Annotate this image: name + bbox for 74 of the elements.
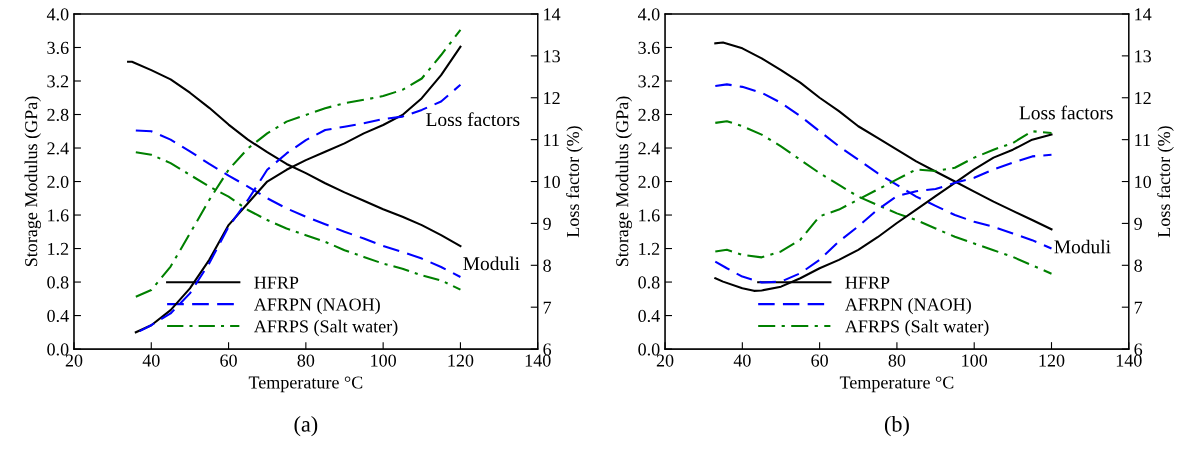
x-tick-label: 100 [962, 354, 988, 367]
y-tick-label: 2.8 [47, 108, 69, 122]
x-axis-title: Temperature °C [248, 376, 363, 393]
y2-tick-label: 11 [544, 133, 559, 146]
x-axis-title: Temperature °C [839, 376, 954, 393]
y-tick-label: 3.2 [638, 75, 660, 88]
y2-tick-label: 13 [1135, 50, 1151, 63]
y-tick-label: 4.0 [637, 8, 660, 21]
x-tick-label: 80 [888, 354, 906, 367]
y2-tick-label: 14 [544, 8, 561, 21]
y2-tick-label: 14 [1135, 8, 1152, 21]
legend-label: HFRP [254, 276, 299, 289]
x-tick-label: 20 [656, 354, 674, 367]
y2-tick-label: 7 [543, 301, 552, 314]
line-series [134, 28, 462, 298]
y-tick-label: 0.4 [47, 309, 69, 323]
x-tick-label: 140 [1116, 354, 1142, 367]
annotation: Loss factors [1019, 105, 1113, 120]
x-tick-label: 100 [371, 354, 396, 367]
y-tick-label: 2.0 [47, 175, 69, 189]
y-tick-label: 0.0 [638, 343, 660, 356]
y2-tick-label: 9 [543, 217, 551, 230]
y-axis-title: Storage Modulus (GPa) [615, 96, 633, 267]
y2-axis-title: Loss factor (%) [566, 126, 583, 238]
y2-tick-label: 8 [1134, 259, 1142, 272]
text: (b) [884, 416, 909, 437]
y2-tick-label: 10 [1135, 175, 1152, 188]
x-tick-label: 140 [525, 354, 551, 367]
x-tick-label: 40 [142, 354, 160, 367]
legend-label: AFRPS (Salt water) [845, 319, 989, 337]
y2-tick-label: 7 [1134, 301, 1143, 314]
x-tick-label: 120 [1039, 354, 1065, 367]
y-tick-label: 0.0 [47, 343, 69, 356]
y2-tick-label: 6 [543, 343, 552, 356]
y-tick-label: 2.4 [638, 142, 660, 155]
annotation: Moduli [1054, 239, 1111, 254]
legend-label: HFRP [845, 276, 890, 289]
y-tick-label: 1.6 [639, 209, 660, 222]
y-tick-label: 0.8 [638, 276, 660, 289]
x-tick-label: 40 [733, 354, 751, 367]
y2-tick-label: 6 [1134, 343, 1143, 356]
y2-tick-label: 8 [543, 259, 551, 272]
y-tick-label: 3.2 [47, 75, 69, 88]
y-tick-label: 0.4 [638, 309, 660, 323]
y-tick-label: 4.0 [46, 8, 69, 21]
y-tick-label: 2.0 [638, 175, 660, 189]
annotation: Moduli [463, 256, 520, 271]
y-tick-label: 1.2 [639, 242, 660, 256]
y-tick-label: 0.8 [47, 276, 69, 289]
y-axis-title: Storage Modulus (GPa) [24, 96, 41, 267]
y-tick-label: 1.2 [48, 242, 69, 256]
line-series [714, 120, 1053, 275]
y2-tick-label: 12 [1135, 92, 1151, 105]
y-tick-label: 2.8 [638, 108, 660, 122]
x-tick-label: 80 [297, 354, 315, 367]
y2-tick-label: 13 [544, 50, 560, 63]
annotation: Loss factors [426, 112, 520, 127]
y2-tick-label: 11 [1135, 133, 1150, 146]
legend-label: AFRPS (Salt water) [253, 319, 398, 337]
text: (a) [294, 416, 318, 437]
y2-tick-label: 9 [1134, 217, 1142, 230]
y-tick-label: 2.4 [47, 142, 69, 155]
y-tick-label: 3.6 [638, 41, 660, 55]
y-tick-label: 1.6 [48, 209, 69, 222]
x-tick-label: 60 [220, 354, 237, 367]
y2-tick-label: 12 [544, 92, 560, 105]
y-tick-label: 3.6 [47, 41, 69, 55]
legend-label: AFRPN (NAOH) [253, 297, 380, 315]
x-tick-label: 120 [448, 354, 474, 367]
x-tick-label: 60 [811, 354, 828, 367]
y2-axis-title: Loss factor (%) [1157, 126, 1174, 238]
x-tick-label: 20 [65, 354, 83, 367]
legend-label: AFRPN (NAOH) [845, 297, 971, 315]
y2-tick-label: 10 [544, 175, 560, 188]
